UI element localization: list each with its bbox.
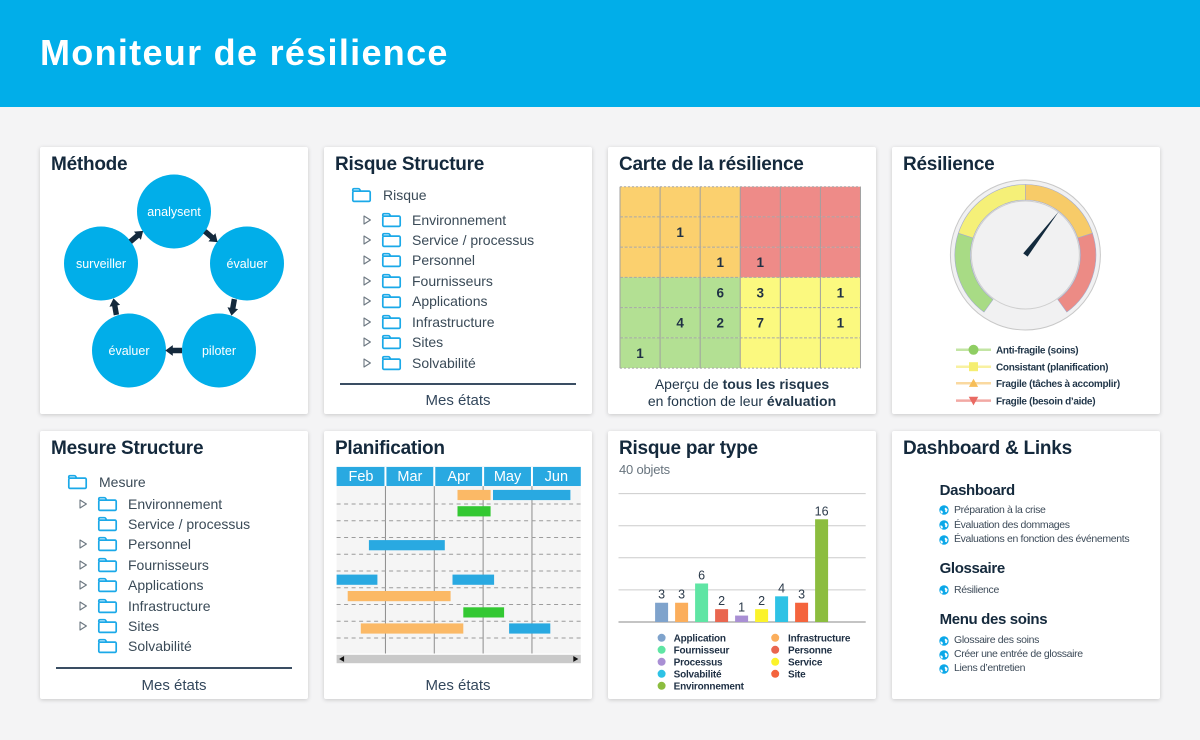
svg-text:4: 4: [676, 316, 684, 331]
svg-text:Fournisseur: Fournisseur: [674, 646, 730, 657]
svg-text:Infrastructure: Infrastructure: [788, 634, 851, 645]
svg-text:1: 1: [676, 225, 684, 240]
svg-text:4: 4: [778, 581, 785, 595]
svg-text:Site: Site: [788, 670, 806, 681]
svg-text:Application: Application: [674, 634, 726, 645]
svg-text:3: 3: [658, 588, 665, 602]
svg-text:Service: Service: [788, 658, 823, 669]
svg-text:Fragile (besoin d’aide): Fragile (besoin d’aide): [996, 396, 1095, 407]
svg-text:évaluer: évaluer: [109, 344, 150, 358]
svg-text:Fragile (tâches à accomplir): Fragile (tâches à accomplir): [996, 379, 1120, 390]
svg-text:Consistant (planification): Consistant (planification): [996, 363, 1108, 374]
svg-text:Personne: Personne: [788, 646, 833, 657]
svg-text:6: 6: [698, 568, 705, 582]
svg-text:Solvabilité: Solvabilité: [674, 670, 722, 681]
svg-text:2: 2: [716, 316, 724, 331]
svg-text:Mar: Mar: [397, 469, 422, 485]
svg-text:1: 1: [636, 346, 644, 361]
svg-text:Jun: Jun: [545, 469, 568, 485]
svg-text:piloter: piloter: [202, 344, 236, 358]
svg-text:évaluer: évaluer: [227, 257, 268, 271]
svg-text:May: May: [494, 469, 522, 485]
svg-text:6: 6: [716, 285, 724, 300]
svg-text:2: 2: [758, 594, 765, 608]
svg-text:2: 2: [718, 594, 725, 608]
svg-text:16: 16: [815, 504, 829, 518]
svg-text:1: 1: [837, 285, 845, 300]
svg-text:3: 3: [678, 588, 685, 602]
svg-text:1: 1: [716, 255, 724, 270]
svg-text:1: 1: [837, 316, 845, 331]
svg-text:surveiller: surveiller: [76, 257, 126, 271]
svg-text:Anti-fragile (soins): Anti-fragile (soins): [996, 346, 1078, 357]
svg-text:analysent: analysent: [147, 205, 201, 219]
svg-text:3: 3: [798, 588, 805, 602]
svg-text:Feb: Feb: [349, 469, 374, 485]
svg-text:Processus: Processus: [674, 658, 723, 669]
svg-text:1: 1: [757, 255, 765, 270]
svg-text:Apr: Apr: [447, 469, 470, 485]
svg-text:3: 3: [757, 285, 765, 300]
svg-text:1: 1: [738, 601, 745, 615]
svg-text:Environnement: Environnement: [674, 682, 745, 693]
svg-text:7: 7: [757, 316, 765, 331]
